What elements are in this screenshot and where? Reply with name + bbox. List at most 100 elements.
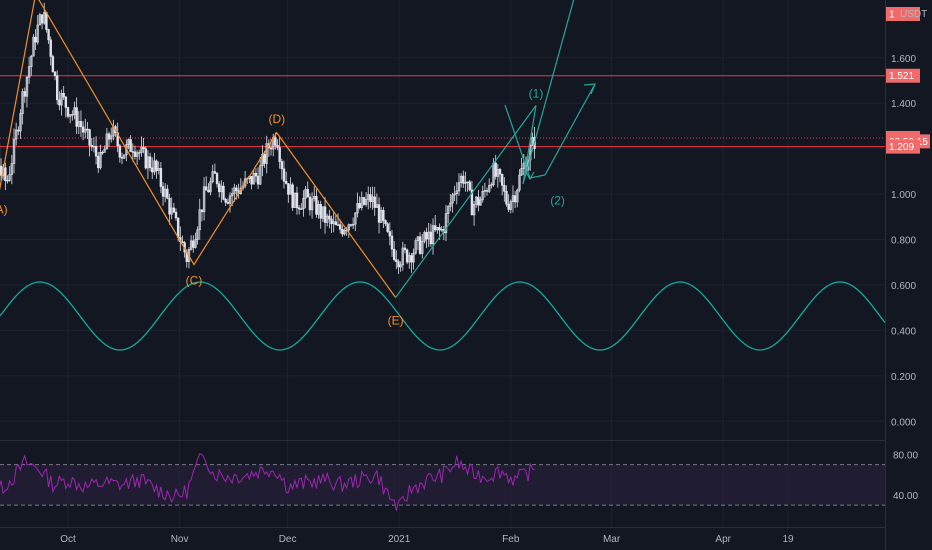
candle-body — [386, 223, 389, 232]
candle-body — [32, 36, 35, 57]
candle-body — [127, 139, 130, 145]
candle-body — [338, 224, 342, 230]
candle-body — [105, 133, 109, 150]
candle-body — [88, 129, 91, 146]
rsi-axis[interactable]: 80.00 40.00 — [893, 451, 918, 503]
candle-body — [261, 153, 264, 166]
candle-body — [300, 208, 303, 210]
candle-body — [343, 229, 346, 235]
candle-body — [416, 236, 420, 241]
candle-body — [336, 224, 340, 226]
candle-body — [226, 201, 230, 204]
candle-body — [341, 228, 344, 235]
candle-body — [254, 172, 258, 177]
candle-body — [423, 232, 426, 242]
projection-path-b[interactable] — [504, 83, 596, 179]
time-tick-label: Feb — [502, 534, 520, 545]
elliott-wave-lines[interactable] — [0, 0, 596, 298]
candle-body — [274, 137, 277, 146]
wave-1-line[interactable] — [395, 105, 537, 298]
candle-body — [164, 188, 167, 197]
candle-body — [464, 182, 467, 184]
candle-body — [224, 199, 227, 203]
price-tick-label: 0.600 — [891, 281, 916, 292]
price-badge-label: 1 — [889, 10, 895, 21]
rsi-indicator-pane — [0, 452, 885, 511]
candle-body — [23, 91, 26, 97]
time-tick-label: Dec — [279, 534, 297, 545]
candle-body — [494, 162, 497, 177]
candle-body — [276, 144, 279, 148]
sine-cycle-line[interactable] — [0, 281, 886, 351]
rsi-tick-label: 80.00 — [893, 451, 918, 462]
sine-wave[interactable] — [0, 281, 886, 351]
time-axis[interactable]: Oct Nov Dec 2021 Feb Mar Apr 19 — [60, 534, 794, 545]
projection-path-a[interactable] — [522, 0, 575, 185]
projection-arrowhead — [525, 171, 535, 181]
candle-body — [369, 194, 372, 202]
candle-body — [395, 259, 398, 262]
candle-body — [176, 217, 180, 238]
candle-body — [457, 182, 461, 192]
candle-body — [367, 194, 370, 200]
price-tick-label: 1.000 — [891, 190, 916, 201]
candle-body — [520, 168, 523, 176]
elliott-wave-labels: (A)(B)(C)(D)(E)(1)(2) — [0, 86, 565, 327]
candle-body — [390, 235, 394, 250]
candle-body — [304, 189, 307, 199]
candle-body — [79, 121, 83, 128]
candle-body — [174, 211, 178, 219]
candle-body — [490, 184, 493, 186]
candle-body — [325, 215, 329, 223]
candle-body — [498, 169, 502, 175]
candle-body — [513, 195, 517, 203]
candle-body — [99, 151, 102, 169]
candle-body — [360, 197, 363, 209]
candle-body — [202, 186, 206, 213]
candle-body — [509, 201, 512, 210]
candle-body — [481, 191, 484, 201]
candle-body — [220, 185, 223, 193]
wave-label: (E) — [388, 313, 404, 327]
horizontal-lines[interactable] — [0, 0, 885, 148]
candle-body — [215, 173, 219, 185]
candle-body — [196, 229, 199, 240]
candle-body — [330, 218, 333, 225]
candle-body — [90, 145, 93, 147]
candle-body — [17, 129, 20, 132]
candle-body — [302, 197, 305, 210]
candle-body — [431, 225, 435, 245]
candle-body — [397, 261, 400, 268]
candle-body — [410, 255, 413, 263]
candle-body — [278, 147, 281, 162]
candle-body — [77, 121, 81, 127]
candle-body — [40, 14, 44, 24]
candle-body — [323, 206, 327, 223]
candle-body — [284, 180, 288, 184]
candle-body — [371, 196, 374, 202]
time-tick-label: Nov — [171, 534, 189, 545]
candle-body — [81, 126, 85, 133]
candle-body — [479, 199, 482, 206]
candle-body — [503, 185, 506, 192]
wave-label: (1) — [529, 86, 544, 100]
candle-body — [146, 156, 150, 169]
time-tick-label: Mar — [603, 534, 621, 545]
candle-body — [207, 189, 210, 193]
candle-body — [211, 171, 214, 183]
wave-abcde-line[interactable] — [0, 0, 397, 298]
candle-body — [455, 190, 458, 195]
candle-body — [170, 207, 173, 215]
candle-body — [21, 91, 24, 114]
candle-body — [379, 210, 383, 223]
candle-body — [440, 229, 443, 231]
candle-body — [0, 165, 3, 176]
candle-body — [518, 174, 521, 191]
candle-body — [75, 107, 78, 127]
candle-body — [496, 169, 500, 177]
candle-body — [315, 196, 318, 215]
candle-body — [256, 175, 260, 185]
candle-body — [228, 195, 232, 204]
candle-body — [68, 114, 72, 117]
